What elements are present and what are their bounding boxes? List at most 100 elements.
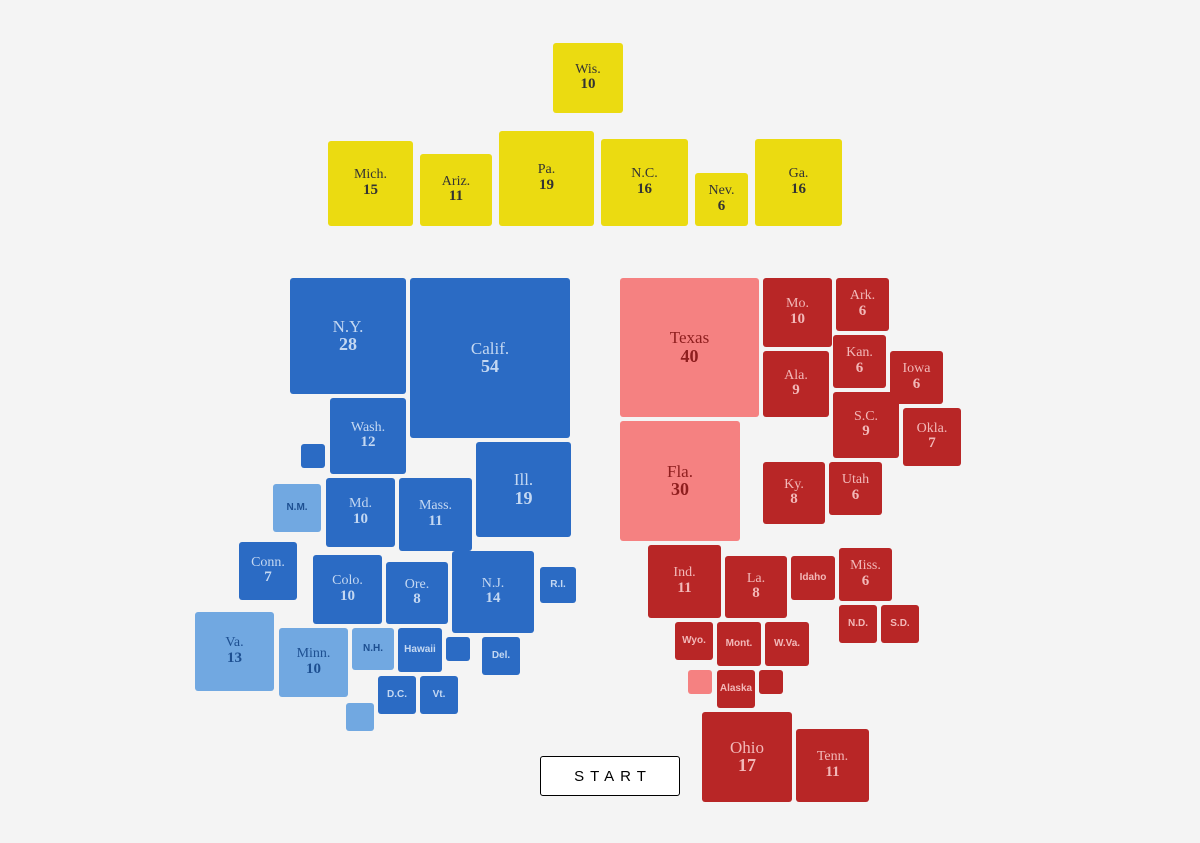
- state-tile-utah[interactable]: Utah6: [829, 462, 882, 515]
- state-tile-sq5[interactable]: 0: [759, 670, 783, 694]
- state-votes: 9: [792, 383, 800, 399]
- state-tile-ore[interactable]: Ore.8: [386, 562, 448, 624]
- state-tile-wash[interactable]: Wash.12: [330, 398, 406, 474]
- state-votes: 8: [413, 592, 421, 608]
- state-label: Ga.: [789, 167, 809, 182]
- state-votes: 7: [928, 436, 936, 452]
- state-label: N.D.: [848, 619, 868, 630]
- state-label: Texas: [670, 329, 709, 347]
- start-button[interactable]: START: [540, 756, 680, 796]
- state-tile-ind[interactable]: Ind.11: [648, 545, 721, 618]
- state-tile-nm[interactable]: N.M.5: [273, 484, 321, 532]
- state-tile-hawaii[interactable]: Hawaii4: [398, 628, 442, 672]
- state-tile-mont[interactable]: Mont.4: [717, 622, 761, 666]
- state-tile-sc[interactable]: S.C.9: [833, 392, 899, 458]
- state-tile-ariz[interactable]: Ariz.11: [420, 154, 492, 226]
- state-votes: 19: [539, 178, 554, 194]
- state-tile-nc[interactable]: N.C.16: [601, 139, 688, 226]
- state-votes: 40: [681, 347, 699, 366]
- state-tile-wyo[interactable]: Wyo.3: [675, 622, 713, 660]
- state-label: Mich.: [354, 168, 387, 183]
- state-tile-kan[interactable]: Kan.6: [833, 335, 886, 388]
- state-tile-ny[interactable]: N.Y.28: [290, 278, 406, 394]
- state-tile-sq2[interactable]: 0: [446, 637, 470, 661]
- cartogram-canvas: Wis.10Mich.15Ariz.11Pa.19N.C.16Nev.6Ga.1…: [0, 0, 1200, 843]
- state-tile-colo[interactable]: Colo.10: [313, 555, 382, 624]
- state-tile-mo[interactable]: Mo.10: [763, 278, 832, 347]
- state-votes: 6: [913, 377, 921, 393]
- state-votes: 54: [481, 357, 499, 376]
- state-votes: 10: [306, 662, 321, 678]
- state-tile-miss[interactable]: Miss.6: [839, 548, 892, 601]
- state-tile-mass[interactable]: Mass.11: [399, 478, 472, 551]
- state-tile-ri[interactable]: R.I.4: [540, 567, 576, 603]
- state-tile-md[interactable]: Md.10: [326, 478, 395, 547]
- state-label: Mont.: [726, 639, 753, 650]
- state-tile-sq1[interactable]: 0: [301, 444, 325, 468]
- state-votes: 6: [852, 488, 860, 504]
- state-label: N.Y.: [333, 318, 364, 336]
- state-tile-ark[interactable]: Ark.6: [836, 278, 889, 331]
- state-votes: 6: [718, 199, 726, 215]
- state-tile-nh[interactable]: N.H.4: [352, 628, 394, 670]
- state-tile-minn[interactable]: Minn.10: [279, 628, 348, 697]
- state-tile-sq4[interactable]: 0: [688, 670, 712, 694]
- state-tile-mich[interactable]: Mich.15: [328, 141, 413, 226]
- state-label: Kan.: [846, 346, 873, 361]
- state-label: Wyo.: [682, 636, 706, 647]
- state-label: Idaho: [800, 573, 827, 584]
- state-label: Hawaii: [404, 645, 436, 656]
- state-tile-ky[interactable]: Ky.8: [763, 462, 825, 524]
- state-votes: 6: [856, 361, 864, 377]
- state-label: Alaska: [720, 684, 752, 695]
- state-votes: 19: [515, 489, 533, 508]
- state-tile-nd[interactable]: N.D.3: [839, 605, 877, 643]
- state-label: N.C.: [631, 167, 657, 182]
- state-label: Ala.: [784, 369, 808, 384]
- state-tile-la[interactable]: La.8: [725, 556, 787, 618]
- state-tile-fla[interactable]: Fla.30: [620, 421, 740, 541]
- state-tile-okla[interactable]: Okla.7: [903, 408, 961, 466]
- state-tile-va[interactable]: Va.13: [195, 612, 274, 691]
- state-votes: 15: [363, 183, 378, 199]
- state-tile-del[interactable]: Del.3: [482, 637, 520, 675]
- state-tile-alaska[interactable]: Alaska3: [717, 670, 755, 708]
- state-tile-ga[interactable]: Ga.16: [755, 139, 842, 226]
- state-label: Ore.: [405, 578, 430, 593]
- state-label: Iowa: [903, 362, 931, 377]
- state-tile-nj[interactable]: N.J.14: [452, 551, 534, 633]
- state-tile-nev[interactable]: Nev.6: [695, 173, 748, 226]
- state-tile-sq3[interactable]: 0: [346, 703, 374, 731]
- state-label: Ill.: [514, 471, 533, 489]
- state-tile-tenn[interactable]: Tenn.11: [796, 729, 869, 802]
- state-tile-pa[interactable]: Pa.19: [499, 131, 594, 226]
- state-tile-ala[interactable]: Ala.9: [763, 351, 829, 417]
- state-tile-idaho[interactable]: Idaho4: [791, 556, 835, 600]
- state-label: Pa.: [538, 163, 556, 178]
- state-votes: 8: [752, 586, 760, 602]
- state-tile-conn[interactable]: Conn.7: [239, 542, 297, 600]
- state-label: N.H.: [363, 644, 383, 655]
- state-votes: 28: [339, 335, 357, 354]
- state-label: S.D.: [890, 619, 909, 630]
- state-votes: 16: [791, 182, 806, 198]
- state-label: Calif.: [471, 340, 509, 358]
- state-votes: 17: [738, 756, 756, 775]
- state-tile-vt[interactable]: Vt.3: [420, 676, 458, 714]
- state-votes: 10: [340, 589, 355, 605]
- state-tile-dc[interactable]: D.C.3: [378, 676, 416, 714]
- state-tile-wis[interactable]: Wis.10: [553, 43, 623, 113]
- state-label: S.C.: [854, 410, 878, 425]
- state-label: D.C.: [387, 690, 407, 701]
- state-label: Utah: [842, 473, 869, 488]
- state-label: Ariz.: [442, 175, 470, 190]
- state-label: Okla.: [917, 422, 948, 437]
- state-tile-wva[interactable]: W.Va.4: [765, 622, 809, 666]
- state-tile-sd[interactable]: S.D.3: [881, 605, 919, 643]
- state-votes: 6: [862, 574, 870, 590]
- state-votes: 11: [677, 581, 691, 597]
- state-tile-calif[interactable]: Calif.54: [410, 278, 570, 438]
- state-tile-ohio[interactable]: Ohio17: [702, 712, 792, 802]
- state-tile-ill[interactable]: Ill.19: [476, 442, 571, 537]
- state-tile-texas[interactable]: Texas40: [620, 278, 759, 417]
